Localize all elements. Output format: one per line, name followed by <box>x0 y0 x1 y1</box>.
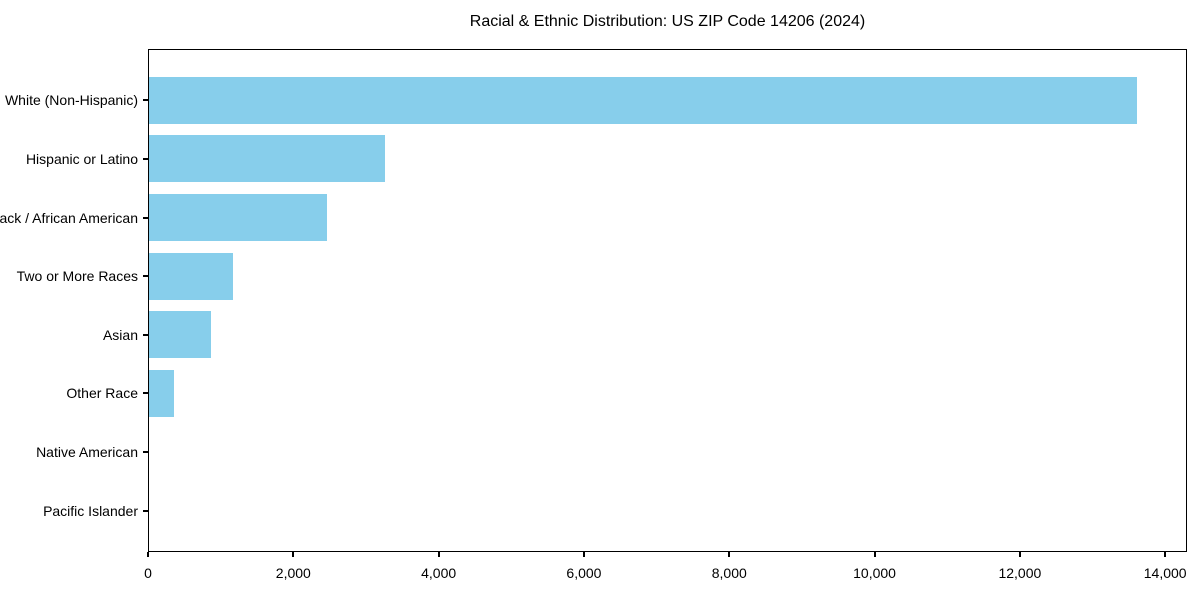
y-tick-label: Pacific Islander <box>43 502 138 519</box>
x-tick-label: 6,000 <box>566 565 602 581</box>
bar-asian <box>149 311 211 359</box>
y-tick-label: Asian <box>102 326 138 343</box>
x-tick-mark <box>1018 552 1021 557</box>
y-tick-label: White (Non-Hispanic) <box>4 92 138 109</box>
x-tick-label: 0 <box>144 565 152 581</box>
x-tick-label: 8,000 <box>711 565 747 581</box>
y-tick-label: Native American <box>36 444 138 461</box>
x-tick-mark <box>728 552 731 557</box>
x-tick-label: 2,000 <box>275 565 311 581</box>
y-tick-mark <box>143 451 148 454</box>
x-tick-mark <box>1164 552 1167 557</box>
y-tick-label: Hispanic or Latino <box>25 150 138 167</box>
x-tick-mark <box>437 552 440 557</box>
x-tick-mark <box>582 552 585 557</box>
y-tick-mark <box>143 509 148 512</box>
x-tick-mark <box>873 552 876 557</box>
bar-hispanic-or-latino <box>149 135 385 183</box>
bar-other-race <box>149 369 174 417</box>
x-tick-label: 4,000 <box>421 565 457 581</box>
y-tick-mark <box>143 216 148 219</box>
y-tick-mark <box>143 392 148 395</box>
y-tick-label: Two or More Races <box>16 268 138 285</box>
y-tick-mark <box>143 99 148 102</box>
bar-two-or-more-races <box>149 252 233 300</box>
bar-white-non-hispanic <box>149 76 1137 124</box>
y-tick-label: Other Race <box>66 385 138 402</box>
x-tick-label: 10,000 <box>853 565 896 581</box>
bar-black-african-american <box>149 194 327 242</box>
y-tick-label: Black / African American <box>0 209 138 226</box>
chart-title: Racial & Ethnic Distribution: US ZIP Cod… <box>469 13 866 30</box>
plot-area <box>148 49 1187 552</box>
y-tick-mark <box>143 275 148 278</box>
y-tick-mark <box>143 157 148 160</box>
x-tick-label: 14,000 <box>1143 565 1187 581</box>
y-tick-mark <box>143 333 148 336</box>
x-tick-label: 12,000 <box>998 565 1042 581</box>
x-tick-mark <box>292 552 295 557</box>
x-tick-mark <box>147 552 149 557</box>
